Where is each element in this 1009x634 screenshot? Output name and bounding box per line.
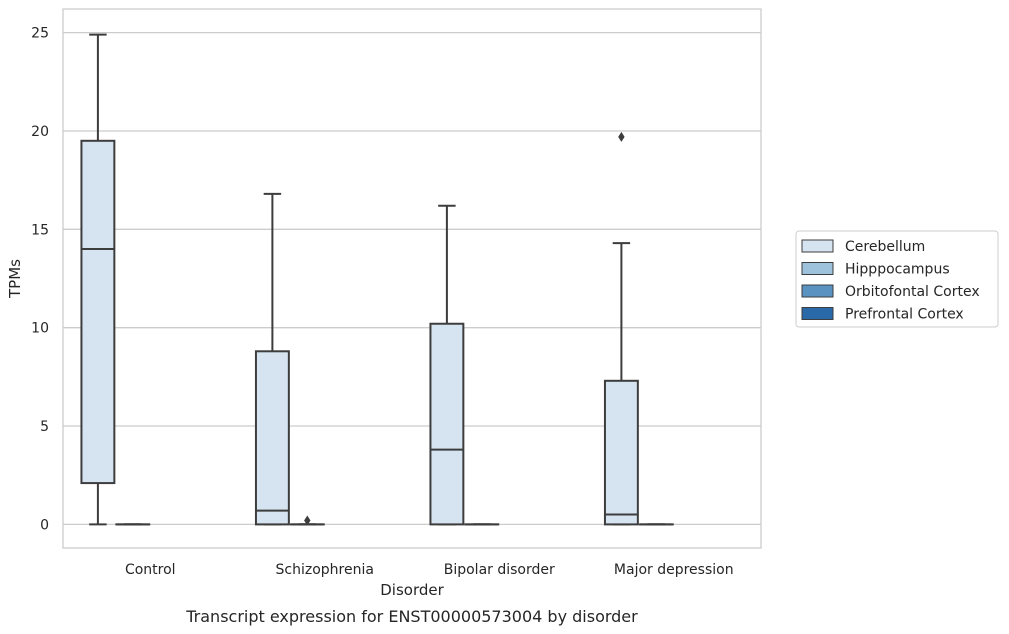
x-axis-label: Disorder bbox=[380, 581, 444, 599]
legend-frame bbox=[795, 230, 999, 328]
grid-lines bbox=[63, 31, 761, 526]
legend-swatch bbox=[801, 262, 834, 275]
legend-item: Orbitofontal Cortex bbox=[801, 284, 980, 300]
legend-item: Prefrontal Cortex bbox=[801, 307, 964, 323]
y-axis-label: TPMs bbox=[6, 259, 24, 299]
y-tick-label: 5 bbox=[40, 419, 49, 435]
legend-item: Hipppocampus bbox=[801, 262, 950, 278]
box-cerebellum-2 bbox=[429, 204, 465, 526]
y-tick-label: 25 bbox=[31, 26, 49, 42]
x-tick-label: Control bbox=[125, 562, 176, 578]
outlier-point bbox=[304, 515, 311, 526]
x-tick-label: Schizophrenia bbox=[276, 562, 374, 578]
box bbox=[429, 322, 465, 526]
legend-items: Cerebellum Hipppocampus Orbitofontal Corte… bbox=[801, 239, 980, 323]
plot-area-frame bbox=[62, 8, 762, 549]
legend-label: Orbitofontal Cortex bbox=[845, 284, 980, 300]
box-hipppocampus-1 bbox=[289, 515, 325, 526]
outlier-point bbox=[618, 131, 625, 142]
box-cerebellum-0 bbox=[80, 33, 116, 526]
legend-swatch bbox=[801, 307, 834, 320]
y-axis-ticks: 0 5 10 15 20 25 bbox=[31, 26, 49, 534]
box-cerebellum-1 bbox=[254, 192, 290, 526]
x-tick-label: Bipolar disorder bbox=[444, 562, 555, 578]
box bbox=[603, 379, 639, 526]
x-axis-ticks: Control Schizophrenia Bipolar disorder Majo… bbox=[125, 562, 734, 578]
box-plots bbox=[80, 33, 674, 526]
box bbox=[80, 139, 116, 485]
y-tick-label: 20 bbox=[31, 124, 49, 140]
legend-swatch bbox=[801, 284, 834, 298]
y-tick-label: 0 bbox=[40, 517, 49, 533]
legend: Cerebellum Hipppocampus Orbitofontal Corte… bbox=[795, 230, 999, 328]
x-tick-label: Major depression bbox=[614, 562, 734, 578]
legend-item: Cerebellum bbox=[801, 239, 925, 255]
y-tick-label: 15 bbox=[31, 222, 49, 238]
legend-swatch bbox=[801, 239, 834, 253]
box bbox=[254, 350, 290, 526]
chart-caption: Transcript expression for ENST0000057300… bbox=[185, 607, 638, 626]
y-tick-label: 10 bbox=[31, 321, 49, 337]
legend-label: Prefrontal Cortex bbox=[845, 307, 964, 323]
legend-label: Cerebellum bbox=[845, 239, 925, 255]
box-cerebellum-3 bbox=[603, 131, 639, 526]
legend-label: Hipppocampus bbox=[845, 262, 950, 278]
